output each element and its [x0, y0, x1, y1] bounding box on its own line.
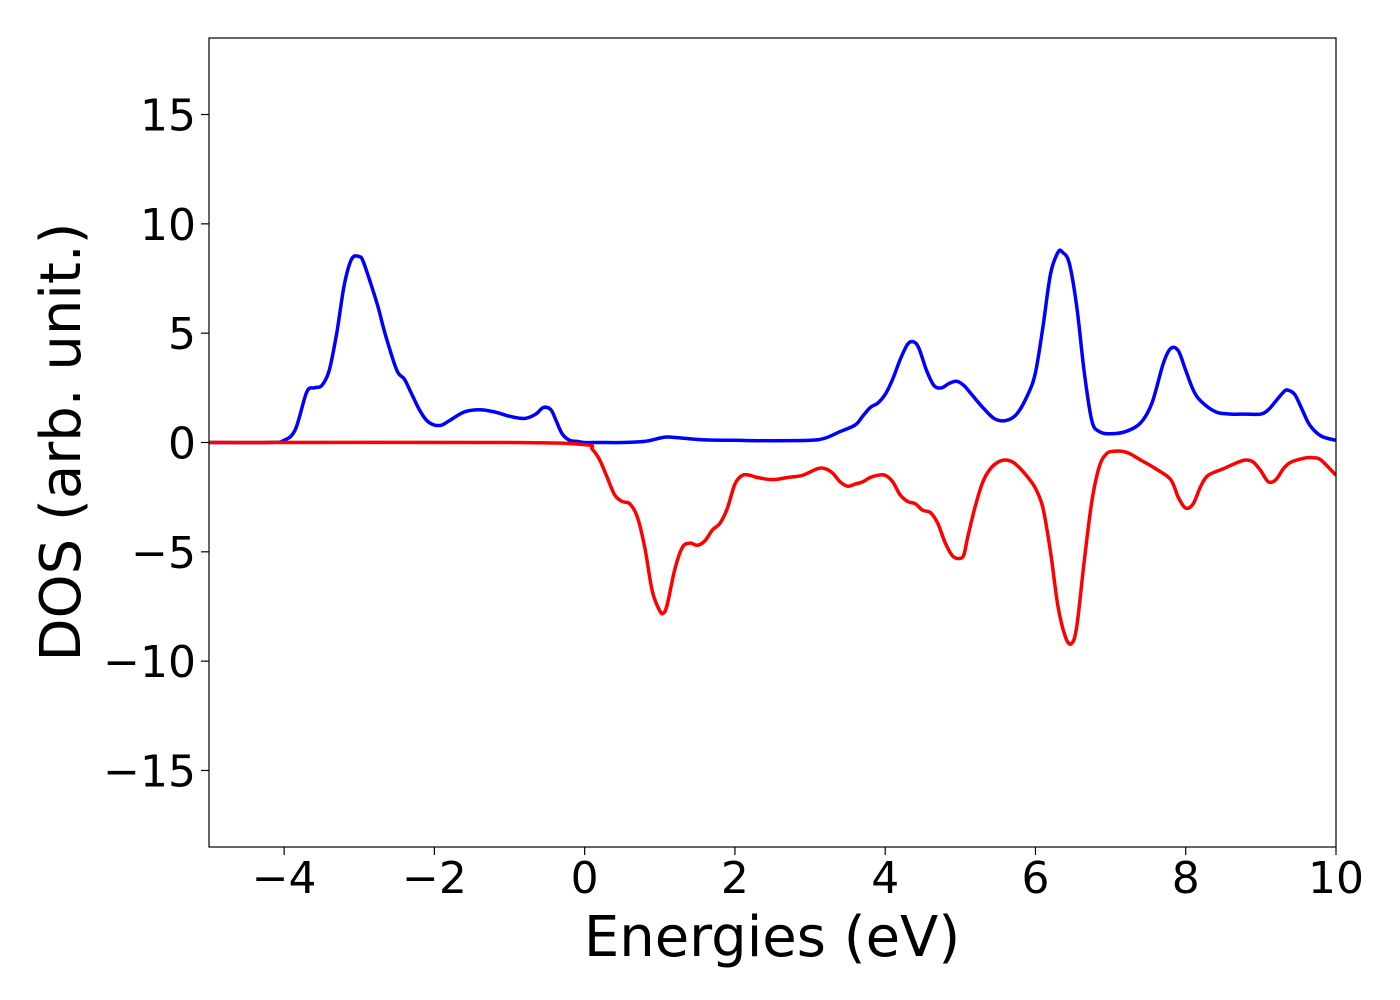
y-tick-label: −10: [103, 637, 196, 688]
x-tick-label: −2: [402, 853, 467, 904]
x-axis: −4 −2 0 2 4 6 8 10: [252, 847, 1364, 904]
x-axis-title: Energies (eV): [584, 905, 960, 970]
x-tick-label: 4: [871, 853, 899, 904]
dos-spin-up-line: [209, 248, 1336, 445]
x-tick-label: 0: [571, 853, 599, 904]
series-layer: [209, 248, 1336, 646]
y-tick-label: 5: [168, 309, 196, 360]
y-tick-label: 15: [140, 91, 196, 142]
y-axis: −15 −10 −5 0 5 10 15: [103, 91, 209, 797]
x-tick-label: −4: [252, 853, 317, 904]
x-tick-label: 6: [1021, 853, 1049, 904]
y-axis-title: DOS (arb. unit.): [29, 222, 94, 661]
y-tick-label: 0: [168, 419, 196, 470]
dos-spin-down-line: [209, 440, 1336, 646]
y-tick-label: −15: [103, 746, 196, 797]
x-tick-label: 10: [1308, 853, 1364, 904]
x-tick-label: 8: [1172, 853, 1200, 904]
y-tick-label: −5: [131, 528, 196, 579]
y-tick-label: 10: [140, 200, 196, 251]
x-tick-label: 2: [721, 853, 749, 904]
